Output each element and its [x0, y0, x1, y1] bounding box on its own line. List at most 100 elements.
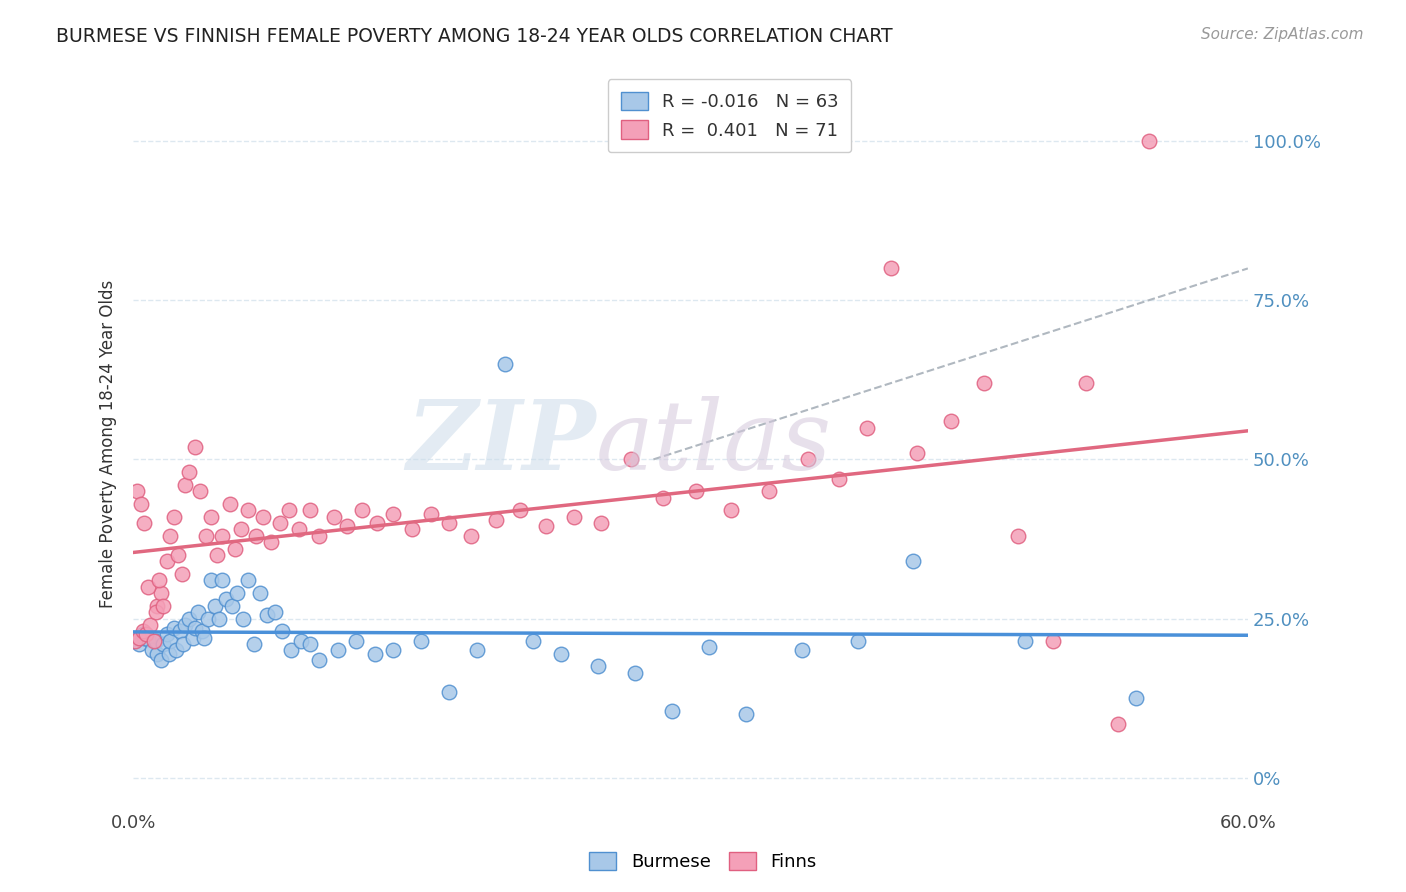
Text: atlas: atlas: [596, 396, 832, 491]
Point: [208, 611, 231, 625]
Point: [232, 611, 254, 625]
Point: [200, 574, 222, 588]
Point: [152, 599, 174, 613]
Point: [1014, 633, 1036, 648]
Point: [534, 519, 557, 533]
Point: [685, 484, 707, 499]
Point: [173, 637, 195, 651]
Point: [187, 605, 209, 619]
Point: [661, 704, 683, 718]
Point: [194, 529, 217, 543]
Point: [124, 633, 146, 648]
Point: [939, 414, 962, 428]
Y-axis label: Female Poverty Among 18-24 Year Olds: Female Poverty Among 18-24 Year Olds: [100, 279, 117, 607]
Point: [758, 484, 780, 499]
Point: [145, 633, 167, 648]
Point: [183, 440, 205, 454]
Point: [484, 513, 506, 527]
Point: [460, 529, 482, 543]
Point: [591, 516, 613, 530]
Point: [509, 503, 531, 517]
Point: [169, 624, 191, 639]
Point: [125, 484, 148, 499]
Point: [129, 497, 152, 511]
Point: [846, 633, 869, 648]
Text: ZIP: ZIP: [406, 396, 596, 491]
Point: [135, 627, 157, 641]
Point: [219, 497, 242, 511]
Point: [271, 624, 294, 639]
Point: [252, 509, 274, 524]
Point: [156, 627, 179, 641]
Point: [256, 608, 278, 623]
Text: BURMESE VS FINNISH FEMALE POVERTY AMONG 18-24 YEAR OLDS CORRELATION CHART: BURMESE VS FINNISH FEMALE POVERTY AMONG …: [56, 27, 893, 45]
Point: [828, 471, 851, 485]
Point: [651, 491, 673, 505]
Point: [211, 529, 233, 543]
Point: [159, 529, 181, 543]
Point: [174, 618, 197, 632]
Point: [163, 621, 186, 635]
Point: [263, 605, 285, 619]
Point: [903, 554, 925, 568]
Point: [215, 592, 238, 607]
Point: [131, 627, 153, 641]
Point: [1107, 716, 1129, 731]
Point: [323, 509, 346, 524]
Point: [131, 624, 153, 639]
Point: [136, 580, 159, 594]
Point: [620, 452, 643, 467]
Point: [134, 631, 156, 645]
Point: [167, 548, 190, 562]
Point: [204, 599, 226, 613]
Point: [142, 633, 165, 648]
Point: [1007, 529, 1029, 543]
Point: [364, 647, 387, 661]
Point: [465, 643, 488, 657]
Point: [308, 653, 330, 667]
Point: [200, 509, 222, 524]
Point: [197, 611, 219, 625]
Point: [170, 566, 193, 581]
Point: [298, 503, 321, 517]
Point: [136, 632, 159, 646]
Point: [437, 685, 460, 699]
Point: [796, 452, 818, 467]
Point: [290, 633, 312, 648]
Point: [128, 631, 150, 645]
Point: [177, 611, 200, 625]
Point: [856, 420, 879, 434]
Point: [181, 631, 204, 645]
Point: [494, 357, 516, 371]
Point: [156, 554, 179, 568]
Legend: Burmese, Finns: Burmese, Finns: [582, 845, 824, 879]
Point: [697, 640, 720, 655]
Point: [148, 574, 170, 588]
Point: [183, 621, 205, 635]
Point: [790, 643, 813, 657]
Point: [382, 643, 405, 657]
Point: [174, 478, 197, 492]
Point: [1042, 633, 1064, 648]
Point: [139, 618, 162, 632]
Point: [522, 633, 544, 648]
Point: [586, 659, 609, 673]
Point: [624, 665, 647, 680]
Point: [157, 647, 180, 661]
Point: [249, 586, 271, 600]
Point: [280, 643, 302, 657]
Point: [308, 529, 330, 543]
Point: [146, 647, 169, 661]
Point: [188, 484, 211, 499]
Point: [134, 516, 156, 530]
Point: [973, 376, 995, 390]
Point: [150, 653, 173, 667]
Point: [437, 516, 460, 530]
Point: [269, 516, 291, 530]
Point: [128, 637, 150, 651]
Point: [880, 261, 903, 276]
Point: [211, 574, 233, 588]
Point: [229, 523, 252, 537]
Point: [1125, 691, 1147, 706]
Point: [350, 503, 373, 517]
